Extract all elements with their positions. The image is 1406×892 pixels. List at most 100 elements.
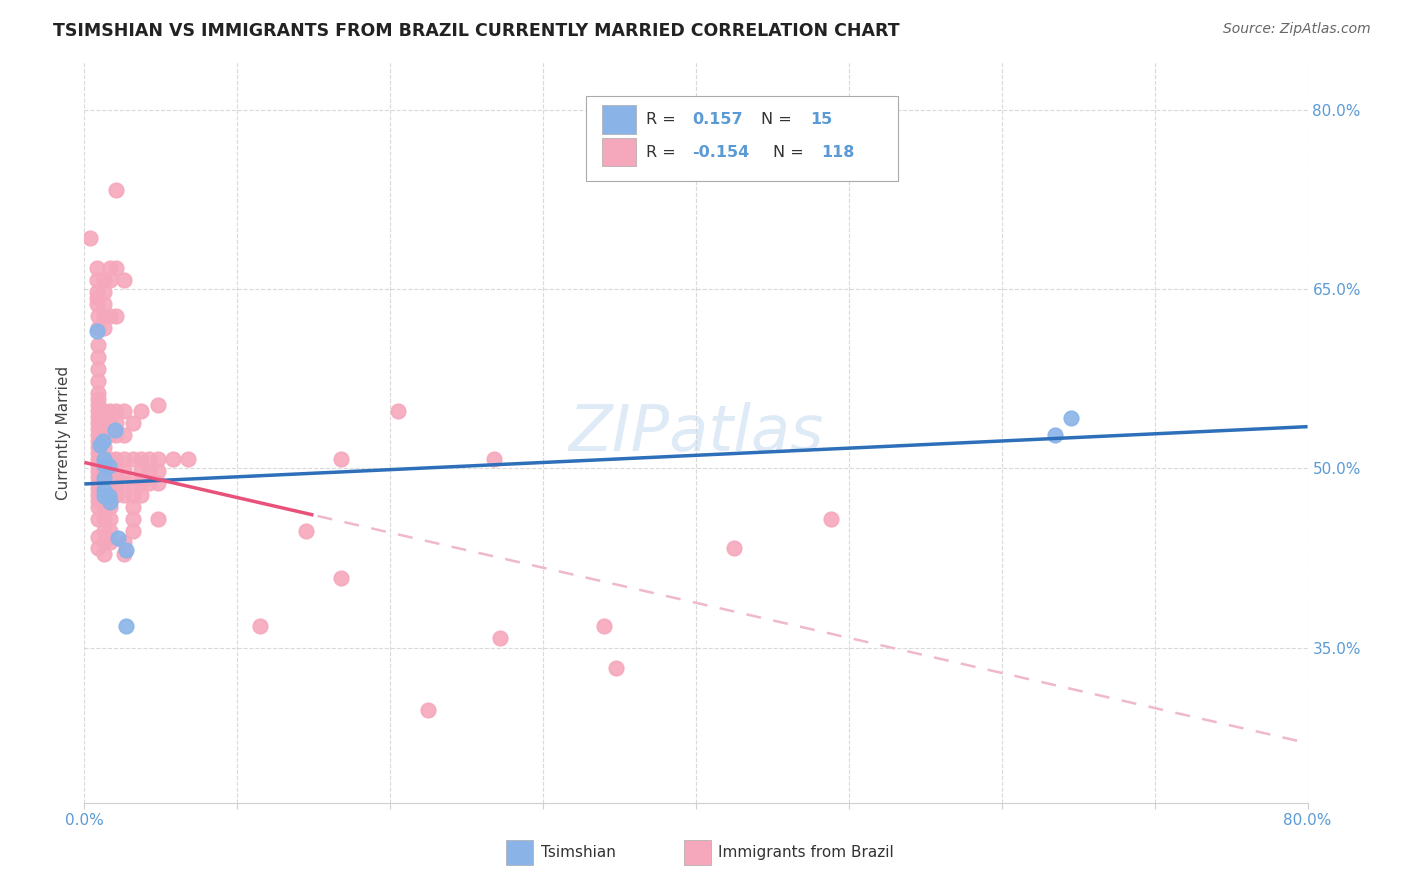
Point [87, 422, 110, 436]
Text: -0.154: -0.154 [692, 145, 749, 160]
Text: Source: ZipAtlas.com: Source: ZipAtlas.com [1223, 22, 1371, 37]
Point [820, 511, 842, 525]
Point [105, 260, 128, 275]
Point [98, 464, 121, 478]
Point [593, 619, 616, 633]
Point [112, 451, 135, 466]
Point [87, 493, 110, 508]
Point [1059, 411, 1081, 425]
Point [93, 416, 115, 430]
Point [122, 511, 145, 525]
Point [93, 404, 115, 418]
Point [122, 488, 145, 502]
Bar [683, 840, 710, 865]
Point [112, 535, 135, 549]
Point [489, 631, 512, 645]
Point [98, 309, 121, 323]
Point [112, 548, 135, 562]
Point [87, 541, 110, 556]
Point [93, 511, 115, 525]
Point [105, 416, 128, 430]
Text: N =: N = [761, 112, 797, 127]
Point [387, 404, 409, 418]
Point [146, 398, 169, 412]
Text: 118: 118 [821, 145, 853, 160]
Point [129, 475, 152, 490]
Point [129, 451, 152, 466]
Point [87, 374, 110, 388]
Point [418, 703, 440, 717]
Point [87, 500, 110, 514]
Point [146, 451, 169, 466]
Point [98, 273, 121, 287]
Point [93, 296, 115, 310]
Point [98, 451, 121, 466]
Text: ZIPatlas: ZIPatlas [568, 401, 824, 464]
Point [295, 524, 318, 538]
Point [129, 488, 152, 502]
Point [105, 451, 128, 466]
Point [98, 488, 121, 502]
Point [87, 470, 110, 484]
Point [146, 464, 169, 478]
Point [98, 511, 121, 525]
Point [482, 451, 505, 466]
Point [87, 458, 110, 472]
Point [104, 423, 127, 437]
Point [93, 471, 115, 485]
FancyBboxPatch shape [586, 95, 898, 181]
Point [249, 619, 271, 633]
Point [87, 428, 110, 442]
Point [112, 404, 135, 418]
Point [87, 309, 110, 323]
Point [87, 416, 110, 430]
Text: N =: N = [773, 145, 808, 160]
Point [87, 392, 110, 407]
Point [93, 464, 115, 478]
Point [93, 483, 115, 497]
Point [98, 524, 121, 538]
Point [93, 475, 115, 490]
Point [87, 511, 110, 525]
Point [138, 464, 160, 478]
Point [87, 440, 110, 454]
Point [87, 451, 110, 466]
Point [86, 296, 108, 310]
Point [87, 338, 110, 352]
Point [87, 410, 110, 425]
Bar [602, 138, 636, 166]
Point [89, 437, 111, 451]
Point [98, 495, 121, 509]
Point [105, 309, 128, 323]
Point [93, 428, 115, 442]
Point [129, 404, 152, 418]
Point [86, 291, 108, 305]
Point [138, 451, 160, 466]
Point [87, 351, 110, 365]
Point [93, 451, 115, 466]
Point [146, 475, 169, 490]
Point [112, 475, 135, 490]
Point [87, 482, 110, 496]
Point [98, 428, 121, 442]
Point [98, 416, 121, 430]
Point [86, 324, 108, 338]
Point [86, 260, 108, 275]
Text: R =: R = [645, 145, 681, 160]
Point [87, 434, 110, 448]
Point [93, 273, 115, 287]
Point [93, 500, 115, 514]
Point [93, 285, 115, 299]
Point [87, 446, 110, 460]
Point [723, 541, 745, 556]
Point [97, 458, 120, 473]
Point [87, 475, 110, 490]
Point [93, 451, 115, 466]
Point [87, 398, 110, 412]
Text: TSIMSHIAN VS IMMIGRANTS FROM BRAZIL CURRENTLY MARRIED CORRELATION CHART: TSIMSHIAN VS IMMIGRANTS FROM BRAZIL CURR… [53, 22, 900, 40]
Point [122, 500, 145, 514]
Point [112, 273, 135, 287]
Point [93, 320, 115, 334]
Point [93, 309, 115, 323]
Point [107, 531, 129, 545]
